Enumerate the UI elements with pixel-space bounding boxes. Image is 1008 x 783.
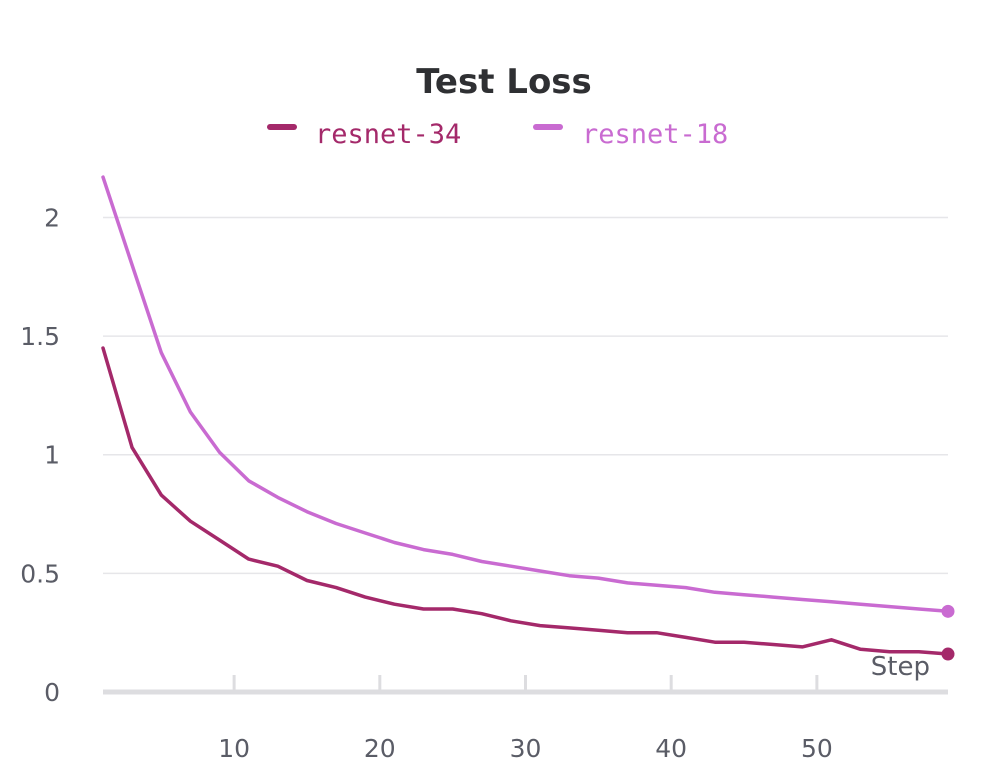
y-tick-label: 1.5 — [20, 322, 60, 351]
legend-item-resnet-18[interactable]: resnet-18 — [533, 119, 728, 150]
x-tick-label: 30 — [510, 734, 542, 763]
series-line-resnet-34[interactable] — [101, 346, 950, 656]
x-tick-label: 40 — [655, 734, 687, 763]
axes: 0 0.5 1 1.5 2 10 20 30 40 50 — [20, 203, 948, 763]
series-endpoint-resnet-34[interactable] — [941, 647, 955, 661]
x-tick-label: 10 — [218, 734, 250, 763]
plot-area[interactable] — [101, 175, 955, 661]
y-tick-label: 2 — [44, 203, 60, 232]
legend-swatch-resnet-34 — [267, 124, 297, 130]
legend-label-resnet-18: resnet-18 — [582, 119, 728, 150]
y-tick-label: 0.5 — [20, 559, 60, 588]
legend-item-resnet-34[interactable]: resnet-34 — [267, 119, 461, 150]
x-tick-label: 20 — [364, 734, 396, 763]
legend-label-resnet-34: resnet-34 — [315, 119, 461, 150]
legend: resnet-34 resnet-18 — [267, 119, 728, 150]
series-line-resnet-18[interactable] — [101, 175, 950, 614]
x-tick-label: 50 — [801, 734, 833, 763]
series-endpoint-resnet-18[interactable] — [941, 604, 955, 618]
x-axis-label: Step — [871, 652, 930, 682]
grid-lines — [103, 216, 948, 575]
y-tick-label: 1 — [44, 441, 60, 470]
y-tick-label: 0 — [44, 678, 60, 707]
chart-title: Test Loss — [416, 62, 592, 102]
legend-swatch-resnet-18 — [533, 124, 563, 130]
